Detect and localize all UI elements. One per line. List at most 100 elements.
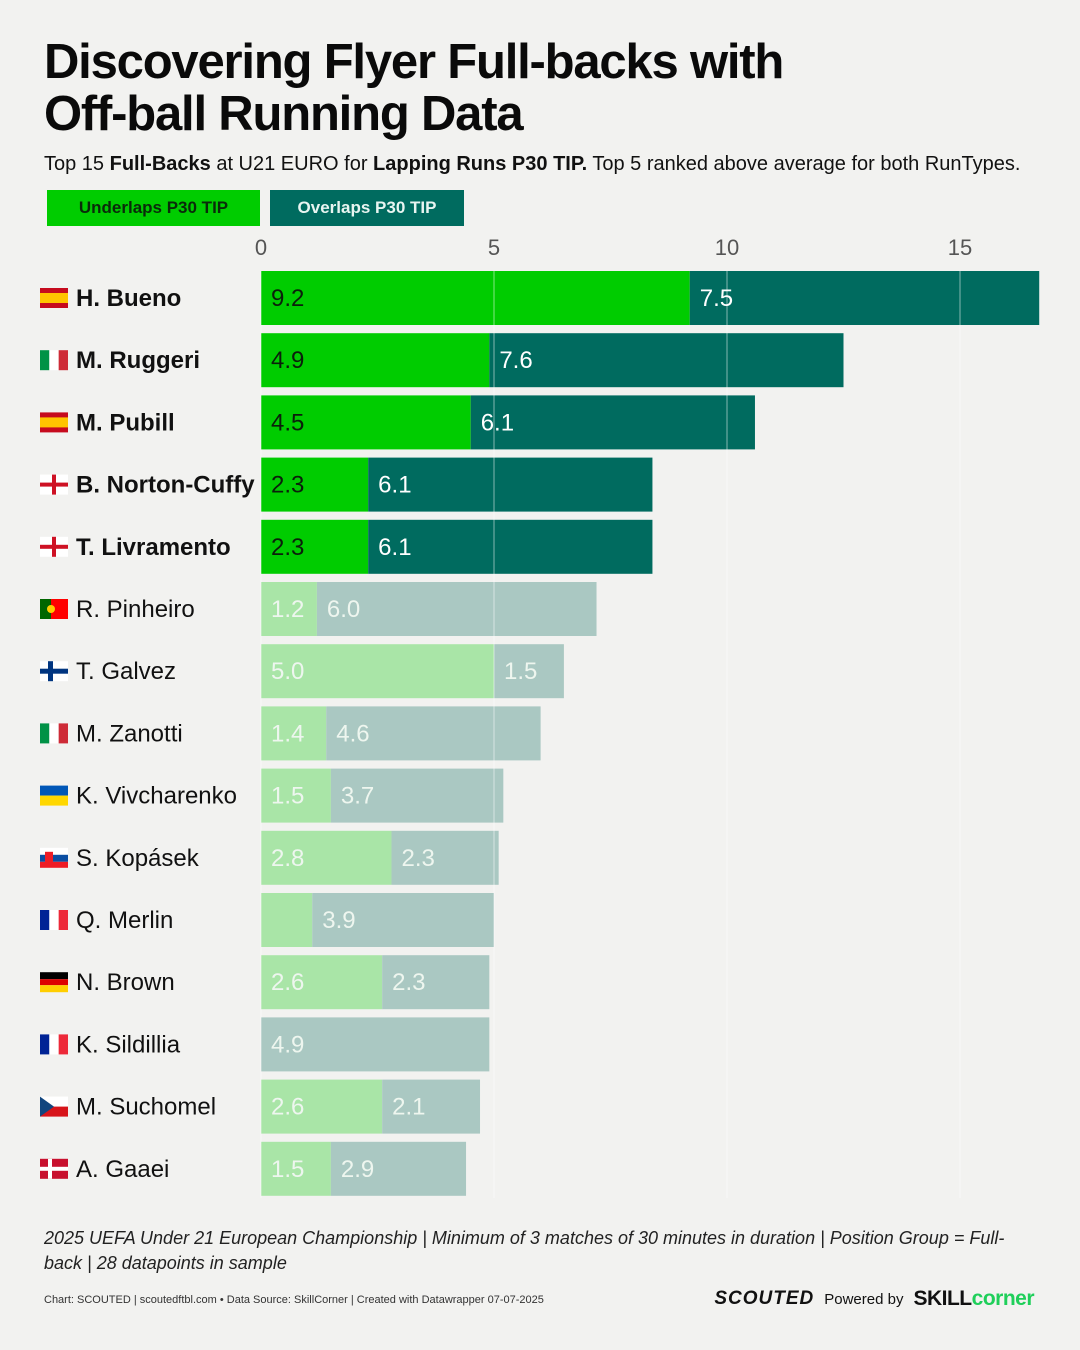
flag-stripe [40, 979, 68, 986]
flag-cross [40, 482, 68, 487]
flag-stripe [40, 599, 51, 619]
flag-stripe [40, 293, 68, 303]
flag-icon-en [40, 536, 68, 557]
player-name: A. Gaaei [76, 1156, 169, 1183]
subtitle-bold-1: Full-Backs [109, 153, 211, 175]
flag-stripe [40, 861, 68, 868]
bar-overlaps [470, 395, 755, 450]
subtitle-text-1: Top 15 [44, 153, 110, 175]
player-name: M. Suchomel [76, 1094, 216, 1121]
subtitle-bold-2: Lapping Runs P30 TIP. [373, 153, 588, 175]
flag-icon-sk [40, 847, 68, 868]
stacked-bar-chart: 9.2 7.5 H. Bueno 4.9 7.6 M. Ruggeri 4.5 6.1 M. P… [40, 235, 1040, 1198]
chart-credit: Chart: SCOUTED | scoutedftbl.com • Data … [44, 1294, 544, 1306]
data-label-underlaps: 9.2 [271, 285, 304, 312]
data-label-underlaps: 4.5 [271, 409, 304, 436]
data-label-underlaps: 2.6 [271, 1094, 304, 1121]
x-tick-label: 0 [255, 235, 267, 260]
bar-underlaps [261, 582, 317, 636]
flag-stripe [40, 723, 50, 744]
player-name: N. Brown [76, 969, 175, 996]
flag-stripe [40, 350, 50, 371]
player-name: M. Pubill [76, 409, 175, 436]
bar-underlaps [261, 830, 392, 885]
bar-underlaps [261, 893, 313, 947]
flag-stripe [40, 785, 68, 796]
bar-underlaps [261, 1079, 383, 1134]
player-name: T. Livramento [76, 534, 231, 561]
flag-stripe [40, 972, 68, 980]
data-label-overlaps: 3.9 [322, 907, 355, 934]
data-label-overlaps: 6.1 [481, 409, 514, 436]
legend-overlaps: Overlaps P30 TIP [270, 190, 464, 226]
bar-underlaps [261, 706, 327, 761]
data-label-overlaps: 6.1 [378, 534, 411, 561]
flag-icon-it [40, 723, 68, 744]
bar-overlaps [368, 457, 653, 512]
bar-overlaps [261, 1017, 490, 1072]
flag-icon-fi [40, 661, 68, 682]
data-label-underlaps: 4.9 [271, 347, 304, 374]
flag-emblem [45, 851, 53, 863]
player-name: H. Bueno [76, 285, 181, 312]
bar-overlaps [382, 955, 490, 1010]
player-name: S. Kopásek [76, 845, 200, 872]
skillcorner-logo-skill: SKILL [913, 1287, 972, 1310]
legend-underlaps: Underlaps P30 TIP [47, 190, 260, 226]
flag-stripe [40, 795, 68, 806]
bar-underlaps [261, 1141, 331, 1196]
bar-overlaps [494, 644, 564, 699]
subtitle-text-2: at U21 EURO for [210, 153, 374, 175]
bar-underlaps [261, 519, 369, 574]
flag-stripe [40, 847, 68, 855]
player-name: Q. Merlin [76, 907, 173, 934]
flag-stripe [58, 910, 68, 930]
skillcorner-logo-corner: corner [971, 1287, 1035, 1310]
bar-underlaps [261, 457, 369, 512]
data-label-underlaps: 1.5 [271, 783, 304, 810]
data-label-underlaps: 1.2 [271, 596, 304, 623]
data-label-overlaps: 4.6 [336, 720, 369, 747]
bar-overlaps [326, 706, 541, 761]
x-tick-label: 5 [488, 235, 500, 260]
footnote: 2025 UEFA Under 21 European Championship… [44, 1228, 1005, 1273]
flag-emblem [47, 605, 55, 613]
bar-underlaps [261, 768, 331, 823]
chart-title: Discovering Flyer Full-backs with Off-ba… [44, 36, 1044, 140]
chart-title-line-2: Off-ball Running Data [44, 87, 524, 141]
data-label-overlaps: 2.3 [392, 969, 425, 996]
flag-stripe [49, 1034, 59, 1055]
flag-stripe [49, 723, 59, 744]
player-name: B. Norton-Cuffy [76, 472, 255, 499]
bar-overlaps [382, 1079, 481, 1134]
player-name: T. Galvez [76, 658, 176, 685]
flag-stripe [58, 723, 68, 744]
flag-stripe [58, 350, 68, 371]
x-tick-label: 10 [715, 235, 739, 260]
flag-stripe [40, 417, 68, 428]
data-label-overlaps: 6.0 [327, 596, 360, 623]
flag-stripe [49, 910, 59, 930]
flag-triangle [40, 1096, 54, 1117]
bar-overlaps [316, 582, 597, 636]
data-label-overlaps: 2.3 [401, 845, 434, 872]
flag-icon-es [40, 288, 68, 308]
player-name: M. Ruggeri [76, 347, 200, 374]
bar-overlaps [312, 893, 494, 947]
flag-icon-cz [40, 1096, 68, 1117]
bar-underlaps [261, 395, 471, 450]
flag-cross [40, 1166, 68, 1171]
bar-overlaps [489, 333, 844, 388]
flag-cross [40, 544, 68, 549]
flag-icon-en [40, 474, 68, 495]
data-label-overlaps: 6.1 [378, 472, 411, 499]
subtitle-text-3: Top 5 ranked above average for both RunT… [587, 153, 1021, 175]
data-label-underlaps: 2.3 [271, 534, 304, 561]
flag-icon-pt [40, 599, 68, 619]
data-label-underlaps: 1.4 [271, 720, 304, 747]
bar-overlaps [368, 519, 653, 574]
data-label-overlaps: 1.5 [504, 658, 537, 685]
flag-stripe [40, 1034, 50, 1055]
flag-stripe [49, 350, 59, 371]
data-label-underlaps: 2.3 [271, 472, 304, 499]
